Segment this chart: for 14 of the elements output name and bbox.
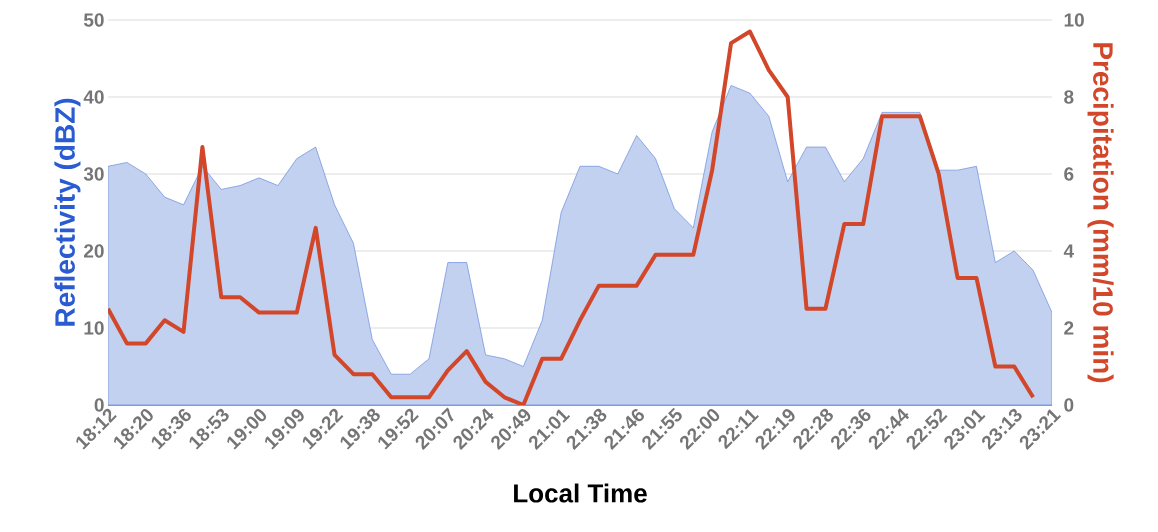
y-tick-label: 20	[84, 244, 104, 258]
y-axis-title: Reflectivity (dBZ)	[54, 98, 81, 326]
y-tick-label: 30	[83, 167, 104, 181]
y2-tick-label: 2	[1064, 321, 1074, 335]
y2-tick-label: 0	[1064, 398, 1074, 412]
y2-tick-label: 6	[1064, 167, 1074, 181]
y-tick-label: 50	[83, 13, 104, 27]
y2-tick-label: 8	[1064, 90, 1074, 104]
y-tick-label: 40	[83, 90, 104, 104]
y2-axis-title: Precipitation (mm/10 min)	[1087, 43, 1114, 383]
y2-tick-label: 10	[1064, 13, 1084, 27]
y-tick-label: 10	[84, 321, 104, 335]
x-axis-title: Local Time	[514, 483, 647, 503]
y2-tick-label: 4	[1063, 244, 1074, 258]
